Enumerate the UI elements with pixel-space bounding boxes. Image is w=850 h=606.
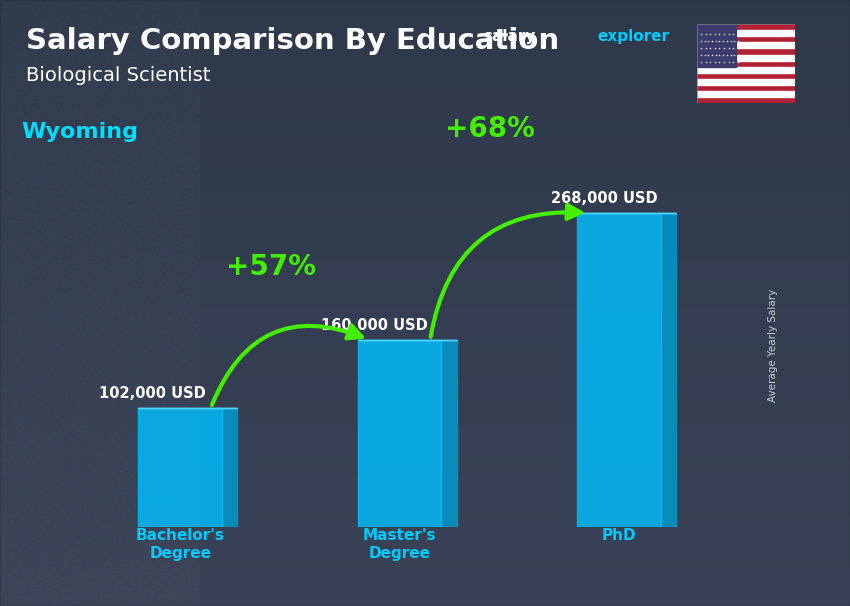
Bar <box>697 79 795 85</box>
Polygon shape <box>577 213 660 527</box>
Polygon shape <box>139 408 222 527</box>
Text: explorer: explorer <box>598 29 670 44</box>
Text: 160,000 USD: 160,000 USD <box>320 318 428 333</box>
Bar <box>697 30 795 36</box>
FancyArrowPatch shape <box>212 325 362 405</box>
Text: Biological Scientist: Biological Scientist <box>26 66 210 85</box>
Text: Wyoming: Wyoming <box>21 122 139 142</box>
Bar <box>697 91 795 97</box>
Polygon shape <box>358 339 441 527</box>
Text: Salary Comparison By Education: Salary Comparison By Education <box>26 27 559 55</box>
Bar <box>697 24 736 67</box>
Text: 102,000 USD: 102,000 USD <box>99 385 206 401</box>
Text: Average Yearly Salary: Average Yearly Salary <box>768 289 779 402</box>
Text: Bachelor's
Degree: Bachelor's Degree <box>136 528 224 561</box>
Text: +57%: +57% <box>226 253 316 281</box>
Text: 268,000 USD: 268,000 USD <box>551 191 658 206</box>
Polygon shape <box>660 213 676 527</box>
Text: salary: salary <box>483 29 536 44</box>
Text: .com: .com <box>726 29 767 44</box>
Bar <box>697 42 795 48</box>
FancyArrowPatch shape <box>431 205 581 337</box>
Polygon shape <box>222 408 237 527</box>
Bar <box>697 55 795 61</box>
Text: PhD: PhD <box>602 528 636 544</box>
Text: Master's
Degree: Master's Degree <box>363 528 436 561</box>
Polygon shape <box>441 339 456 527</box>
Bar <box>697 67 795 73</box>
Text: +68%: +68% <box>445 115 536 143</box>
